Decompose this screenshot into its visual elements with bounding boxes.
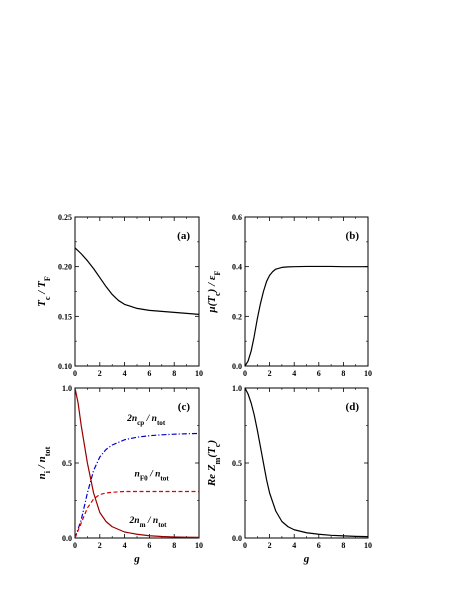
x-tick-label: 4 bbox=[292, 369, 296, 378]
x-tick-label: 8 bbox=[341, 369, 345, 378]
y-tick-label: 0.5 bbox=[62, 459, 72, 468]
x-tick-label: 6 bbox=[317, 541, 321, 550]
x-tick-label: 4 bbox=[123, 369, 127, 378]
y-axis-label: Re Zm(Tc) bbox=[206, 440, 222, 487]
y-tick-label: 1.0 bbox=[62, 384, 72, 393]
x-tick-label: 10 bbox=[364, 369, 372, 378]
x-tick-label: 10 bbox=[195, 369, 203, 378]
x-tick-label: 2 bbox=[98, 369, 102, 378]
x-tick-label: 2 bbox=[268, 541, 272, 550]
x-tick-label: 8 bbox=[172, 541, 176, 550]
panel-tag: (b) bbox=[346, 230, 360, 242]
panel-c: 0 2 4 6 8 10 0.0 0.5 1.0 (c) ni / ntot g 2ncp / ntot… bbox=[36, 384, 203, 565]
y-axis-label: ni / ntot bbox=[36, 446, 52, 479]
y-axis-label: Tc / TF bbox=[36, 276, 52, 307]
x-axis-label: g bbox=[303, 553, 310, 565]
y-tick-label: 0.4 bbox=[232, 263, 242, 272]
x-tick-label: 0 bbox=[243, 369, 247, 378]
y-axis-label: μ(Tc) / εF bbox=[206, 271, 222, 314]
x-axis-label: g bbox=[133, 553, 140, 565]
panel-tag: (c) bbox=[178, 401, 191, 413]
series-annotation: 2nm / ntot bbox=[129, 516, 168, 529]
x-tick-label: 8 bbox=[172, 369, 176, 378]
x-tick-label: 6 bbox=[317, 369, 321, 378]
x-tick-label: 0 bbox=[73, 541, 77, 550]
x-tick-label: 10 bbox=[195, 541, 203, 550]
panel-a: 0 2 4 6 8 10 0.10 0.15 0.20 0.25 (a) Tc / TF bbox=[36, 213, 203, 378]
series-line-0 bbox=[75, 247, 199, 315]
x-tick-label: 0 bbox=[73, 369, 77, 378]
series-line-0 bbox=[75, 432, 199, 538]
panel-tag: (a) bbox=[177, 230, 190, 242]
y-tick-label: 0.25 bbox=[58, 213, 72, 222]
x-tick-label: 2 bbox=[98, 541, 102, 550]
series-line-0 bbox=[245, 265, 368, 366]
y-tick-label: 0.15 bbox=[58, 312, 72, 321]
x-tick-label: 0 bbox=[243, 541, 247, 550]
x-tick-label: 2 bbox=[268, 369, 272, 378]
y-tick-label: 0.6 bbox=[232, 213, 242, 222]
y-tick-label: 1.0 bbox=[232, 384, 242, 393]
panel-b: 0 2 4 6 8 10 0.0 0.2 0.4 0.6 (b) μ(Tc) / εF bbox=[206, 213, 372, 378]
y-tick-label: 0.0 bbox=[232, 362, 242, 371]
x-tick-label: 6 bbox=[147, 369, 151, 378]
y-tick-label: 0.10 bbox=[58, 362, 72, 371]
panel-tag: (d) bbox=[346, 401, 360, 413]
series-annotation: nF0 / ntot bbox=[135, 470, 170, 483]
y-tick-label: 0.0 bbox=[62, 534, 72, 543]
y-tick-label: 0.20 bbox=[58, 263, 72, 272]
series-line-0 bbox=[245, 388, 368, 538]
y-tick-label: 0.5 bbox=[232, 459, 242, 468]
x-tick-label: 10 bbox=[364, 541, 372, 550]
series-line-1 bbox=[75, 490, 199, 538]
x-tick-label: 4 bbox=[123, 541, 127, 550]
x-tick-label: 8 bbox=[341, 541, 345, 550]
series-line-2 bbox=[75, 388, 199, 538]
y-tick-label: 0.2 bbox=[232, 312, 242, 321]
panel-d: 0 2 4 6 8 10 0.0 0.5 1.0 (d) Re Zm(Tc) g bbox=[206, 384, 372, 565]
x-tick-label: 6 bbox=[147, 541, 151, 550]
y-tick-label: 0.0 bbox=[232, 534, 242, 543]
series-annotation: 2ncp / ntot bbox=[126, 414, 166, 427]
x-tick-label: 4 bbox=[292, 541, 296, 550]
